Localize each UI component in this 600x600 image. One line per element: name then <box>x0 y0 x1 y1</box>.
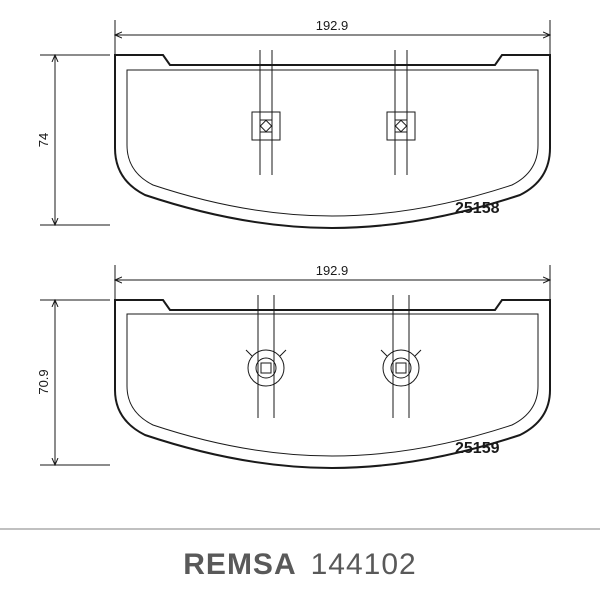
part-number: 144102 <box>311 548 417 582</box>
brand-name: REMSA <box>183 548 296 582</box>
bottom-clip-right <box>381 295 421 418</box>
footer: REMSA 144102 <box>0 530 600 600</box>
bottom-part-label: 25159 <box>455 440 500 457</box>
bottom-width-label: 192.9 <box>316 263 349 278</box>
bottom-height-label: 70.9 <box>36 369 51 394</box>
pad-top: 192.9 74 <box>36 18 550 228</box>
pad-bottom: 192.9 70.9 <box>36 263 550 468</box>
top-clip-right <box>387 50 415 175</box>
top-clip-left <box>252 50 280 175</box>
top-width-label: 192.9 <box>316 18 349 33</box>
drawing-svg: 192.9 74 <box>0 0 600 530</box>
top-part-label: 25158 <box>455 200 500 217</box>
bottom-clip-left <box>246 295 286 418</box>
top-height-label: 74 <box>36 133 51 147</box>
technical-drawing: 192.9 74 <box>0 0 600 530</box>
